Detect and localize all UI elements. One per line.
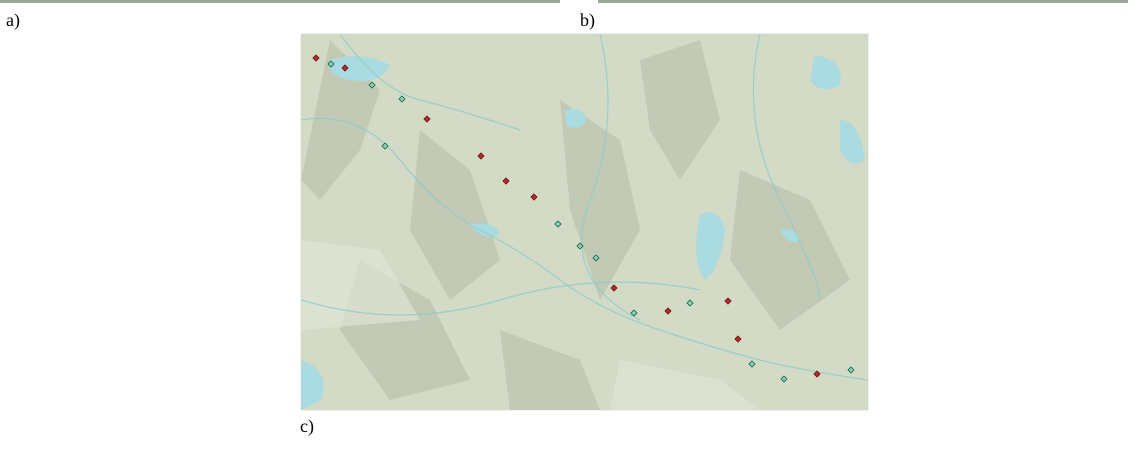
panel-label: a)	[6, 10, 20, 31]
map	[301, 34, 868, 410]
cropped-image-edge	[598, 0, 1128, 3]
cropped-image-edge	[0, 0, 560, 3]
figure: a) b) c)	[0, 0, 1128, 444]
page: a) b) c)	[0, 0, 1128, 444]
panel-label: b)	[580, 10, 595, 31]
panel-label: c)	[300, 416, 314, 437]
